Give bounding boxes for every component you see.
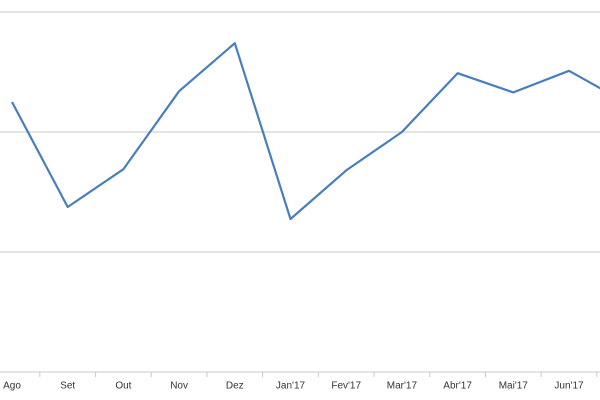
x-tick-label: Abr'17: [443, 381, 472, 392]
x-tick-label: Jun'17: [554, 381, 584, 392]
x-tick-label: Nov: [170, 381, 188, 392]
x-tick-label: Mar'17: [387, 381, 418, 392]
data-line: [11, 42, 600, 221]
x-tick-label: Ago: [3, 381, 21, 392]
x-tick-label: Fev'17: [331, 381, 361, 392]
x-tick-label: Set: [60, 381, 75, 392]
x-tick-label: Jan'17: [276, 381, 306, 392]
x-tick-label: Out: [115, 381, 131, 392]
x-tick-label: Dez: [226, 381, 244, 392]
x-tick-label: Mai'17: [499, 381, 529, 392]
